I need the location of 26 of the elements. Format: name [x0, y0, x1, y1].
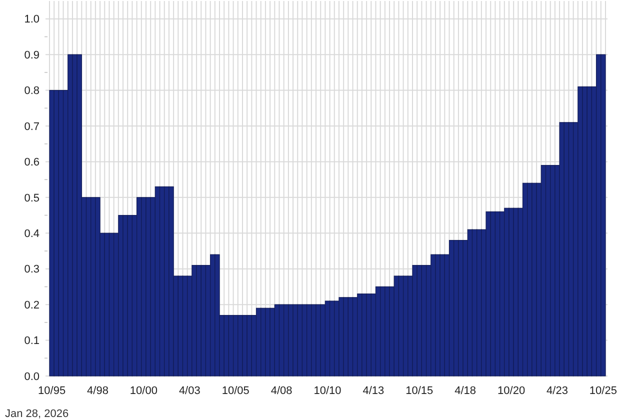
- x-tick-label: 10/00: [130, 385, 158, 397]
- x-tick-label: 4/23: [546, 385, 568, 397]
- text: Jan 28, 2026: [5, 408, 69, 420]
- x-tick-label: 10/25: [589, 385, 617, 397]
- x-tick-label: 4/98: [87, 385, 108, 397]
- y-tick-label: 0.9: [24, 49, 40, 62]
- y-tick-label: 0.3: [24, 264, 40, 276]
- y-tick-label: 0.6: [24, 156, 40, 169]
- y-tick-label: 1.0: [24, 14, 40, 26]
- y-tick-label: 0.8: [24, 85, 40, 98]
- x-tick-label: 4/03: [178, 385, 200, 397]
- x-tick-label: 10/15: [406, 385, 434, 397]
- y-tick-label: 0.0: [24, 370, 40, 383]
- x-tick-label: 4/13: [362, 385, 384, 397]
- y-tick-label: 0.2: [24, 299, 40, 312]
- y-tick-label: 0.7: [24, 120, 40, 133]
- x-tick-label: 10/05: [222, 385, 250, 397]
- x-tick-label: 10/95: [38, 385, 66, 397]
- x-tick-label: 4/18: [454, 385, 476, 397]
- y-tick-label: 0.4: [24, 228, 40, 240]
- bar: [49, 90, 54, 376]
- y-tick-label: 0.5: [24, 192, 40, 204]
- x-tick-label: 4/08: [270, 385, 292, 397]
- x-tick-label: 10/10: [314, 385, 342, 397]
- y-tick-label: 0.1: [24, 335, 40, 348]
- x-tick-label: 10/20: [498, 385, 526, 397]
